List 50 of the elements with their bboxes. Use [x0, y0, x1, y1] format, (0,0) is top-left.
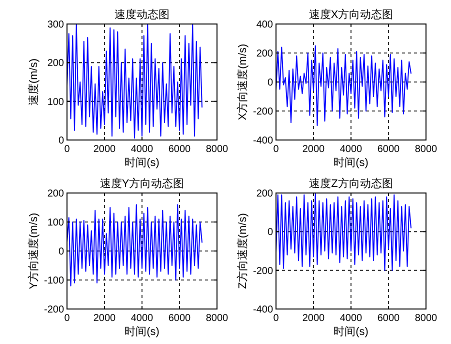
y-axis-title: Y方向速度(m/s): [27, 212, 40, 290]
x-tick-label: 6000: [168, 144, 192, 155]
x-tick-label: 8000: [206, 313, 229, 324]
line-series: [276, 192, 412, 271]
x-tick-label: 8000: [206, 144, 229, 155]
y-tick-label: 100: [47, 218, 64, 228]
x-tick-label: 4000: [130, 313, 154, 324]
chart-title: 速度动态图: [114, 8, 170, 21]
x-axis-title: 时间(s): [124, 325, 160, 338]
x-tick-label: 4000: [340, 313, 363, 324]
x-axis-title: 时间(s): [124, 156, 160, 169]
y-tick-label: -200: [252, 266, 274, 277]
y-tick-label: -200: [44, 304, 64, 316]
y-tick-label: 200: [47, 188, 64, 200]
x-tick-label: 6000: [377, 313, 400, 324]
line-series: [66, 24, 202, 139]
y-tick-label: 0: [58, 136, 64, 146]
y-tick-label: 0: [267, 78, 274, 88]
y-tick-label: -100: [44, 276, 64, 286]
y-axis-title: Z方向速度(m/s): [236, 213, 249, 289]
y-tick-label: 0: [267, 227, 274, 238]
y-tick-label: -200: [252, 106, 274, 118]
y-tick-label: 400: [256, 20, 274, 30]
y-tick-label: 200: [256, 48, 274, 60]
x-tick-label: 8000: [414, 313, 438, 324]
chart-title: 速度Y方向动态图: [100, 177, 184, 190]
y-tick-label: 100: [47, 96, 64, 108]
x-tick-label: 6000: [168, 313, 192, 324]
x-tick-label: 2000: [93, 313, 116, 324]
y-tick-label: -400: [252, 136, 274, 146]
x-tick-label: 2000: [302, 144, 326, 155]
y-tick-label: -400: [252, 304, 274, 316]
x-tick-label: 2000: [302, 313, 326, 324]
y-tick-label: 300: [47, 20, 64, 30]
y-axis-title: 速度(m/s): [27, 58, 40, 106]
x-tick-label: 6000: [377, 144, 400, 155]
y-axis-title: X方向速度(m/s): [236, 44, 249, 120]
x-axis-title: 时间(s): [334, 325, 368, 338]
line-series: [66, 204, 202, 286]
x-tick-label: 8000: [414, 144, 438, 155]
line-series: [276, 45, 412, 126]
y-tick-label: 200: [256, 188, 274, 200]
x-tick-label: 4000: [130, 144, 154, 155]
y-tick-label: 0: [58, 246, 64, 258]
x-tick-label: 2000: [93, 144, 116, 155]
chart-title: 速度Z方向动态图: [309, 177, 393, 190]
x-tick-label: 4000: [340, 144, 363, 155]
y-tick-label: 200: [47, 58, 64, 70]
chart-title: 速度X方向动态图: [308, 8, 394, 21]
x-axis-title: 时间(s): [334, 156, 368, 169]
